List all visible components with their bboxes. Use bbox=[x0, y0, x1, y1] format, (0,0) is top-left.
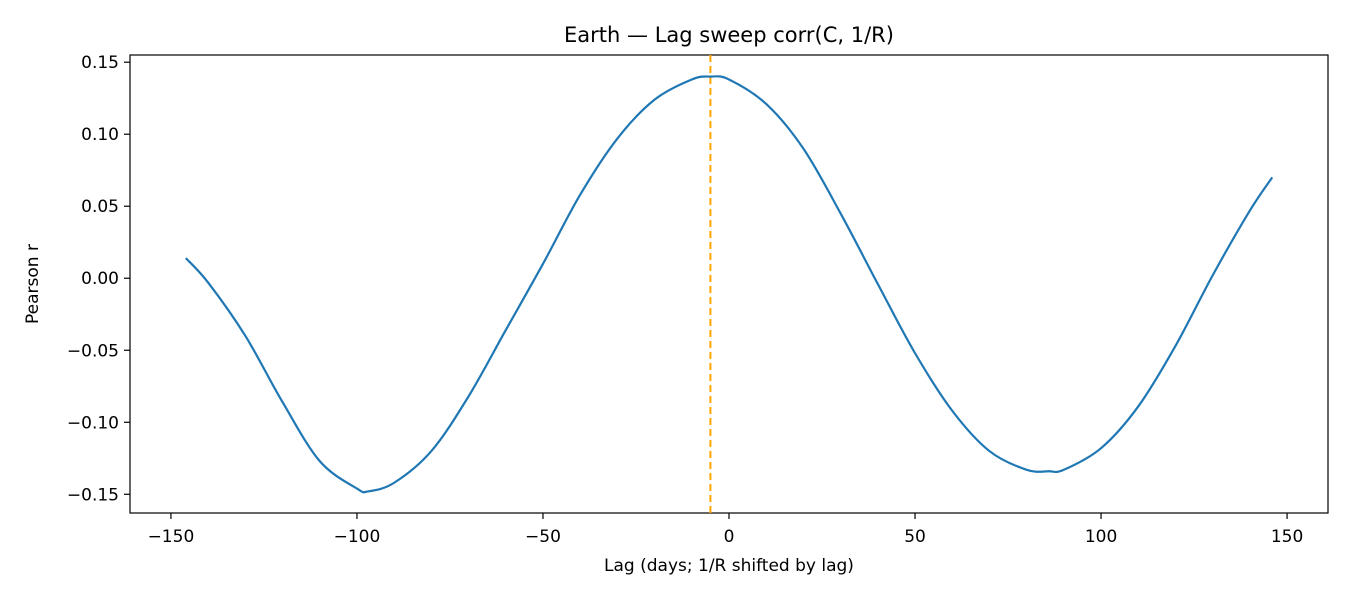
plot-area-frame bbox=[129, 54, 1329, 514]
x-tick-label: −150 bbox=[148, 527, 195, 547]
x-tick-label: −50 bbox=[525, 527, 561, 547]
y-tick-label: −0.10 bbox=[67, 413, 119, 433]
x-tick-label: 0 bbox=[724, 527, 735, 547]
x-tick-label: −100 bbox=[334, 527, 381, 547]
y-axis: 0.15 0.10 0.05 0.00 −0.05 −0.10 −0.15 bbox=[67, 53, 130, 505]
series-line-pearson-r bbox=[184, 75, 1274, 494]
y-tick-label: 0.10 bbox=[81, 125, 119, 145]
x-axis: −150 −100 −50 0 50 100 150 bbox=[148, 513, 1303, 547]
x-axis-label: Lag (days; 1/R shifted by lag) bbox=[604, 556, 854, 576]
y-axis-label: Pearson r bbox=[23, 244, 43, 324]
y-tick-label: −0.05 bbox=[67, 341, 119, 361]
y-tick-label: −0.15 bbox=[67, 485, 119, 505]
y-tick-label: 0.05 bbox=[81, 197, 119, 217]
y-tick-label: 0.15 bbox=[81, 53, 119, 73]
y-tick-label: 0.00 bbox=[81, 269, 119, 289]
x-tick-label: 100 bbox=[1085, 527, 1117, 547]
x-tick-label: 50 bbox=[904, 527, 926, 547]
chart-title: Earth — Lag sweep corr(C, 1/R) bbox=[564, 23, 894, 47]
x-tick-label: 150 bbox=[1271, 527, 1303, 547]
